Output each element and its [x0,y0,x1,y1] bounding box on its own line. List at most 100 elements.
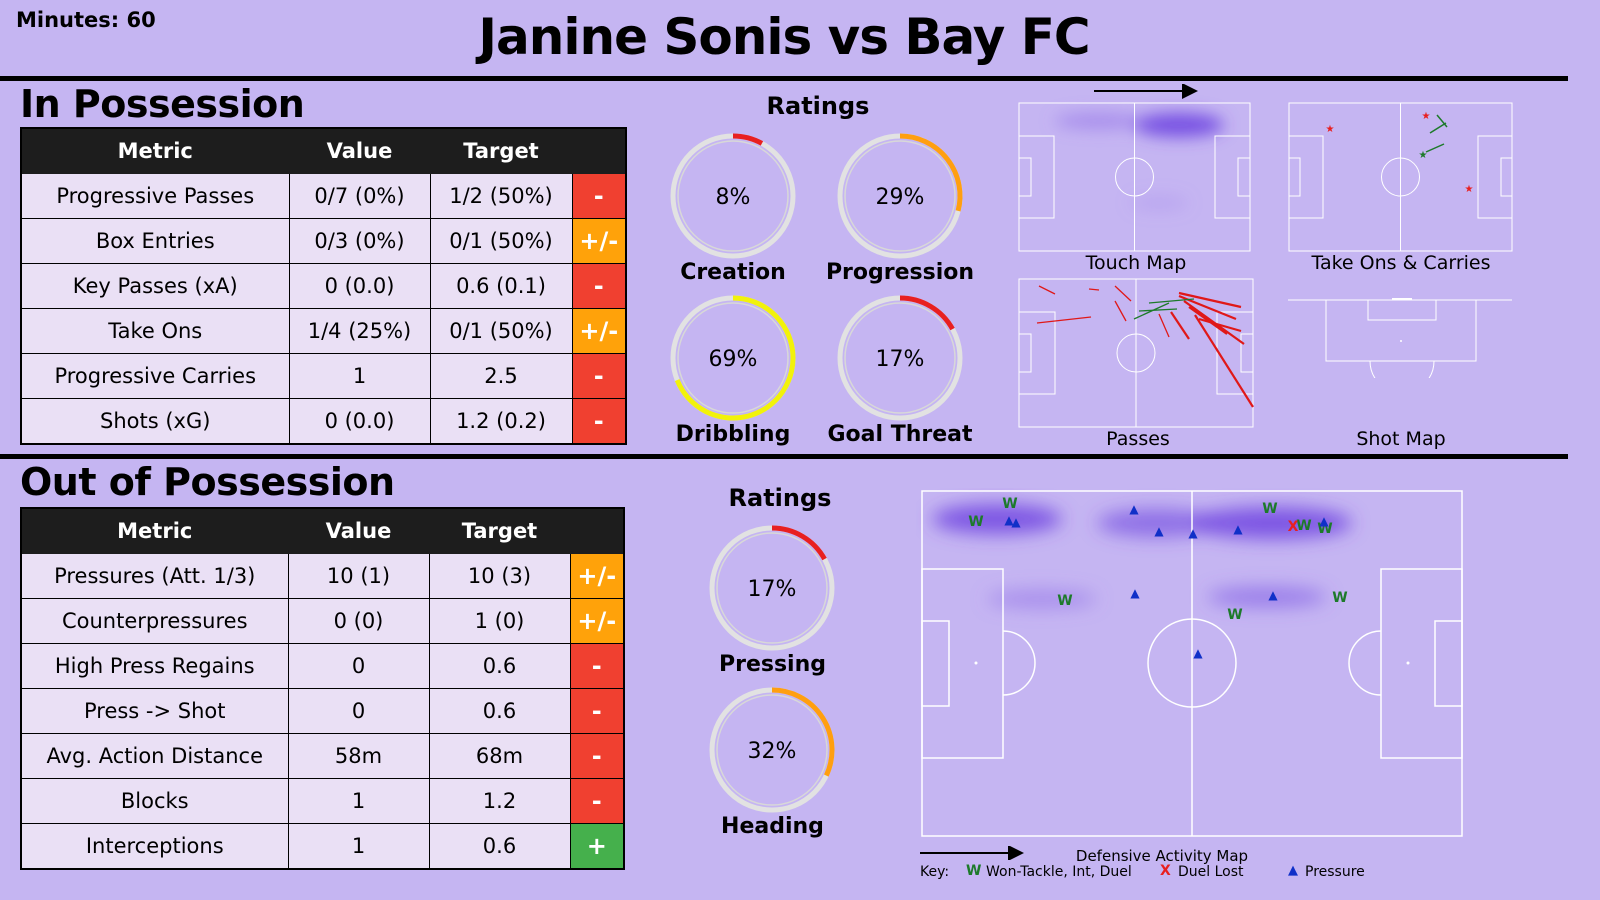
table-row: Key Passes (xA) 0 (0.0) 0.6 (0.1) - [20,263,627,309]
metric-cell: Pressures (Att. 1/3) [20,553,289,599]
rating-label-heading: Heading [721,814,824,839]
out-of-possession-title: Out of Possession [20,460,395,504]
rating-label-goal-threat: Goal Threat [827,422,973,447]
table-row: Pressures (Att. 1/3) 10 (1) 10 (3) +/- [20,553,625,599]
passes-caption: Passes [1106,428,1170,450]
gauge-inner-ring [844,302,956,414]
table-row: High Press Regains 0 0.6- [20,643,625,689]
gauge-inner-ring [677,302,789,414]
target-cell: 2.5 [429,353,573,399]
grade-cell: +/- [571,308,627,354]
rating-label-progression: Progression [825,260,975,285]
svg-text:▲: ▲ [1011,515,1021,529]
target-cell: 68m [428,733,571,779]
value-cell: 0 (0.0) [288,398,431,445]
svg-text:X: X [1288,519,1299,535]
svg-text:▲: ▲ [1233,522,1243,536]
header-divider [0,76,1568,81]
column-header-grade [569,507,625,554]
svg-text:▲: ▲ [1268,588,1278,602]
ratings-title-out-of-possession: Ratings [728,484,832,512]
metric-cell: High Press Regains [20,643,289,689]
grade-cell: +/- [571,218,627,264]
column-header-metric: Metric [20,507,289,554]
svg-text:▲: ▲ [1154,524,1164,538]
grade-cell: - [569,778,625,824]
grade-cell: + [569,823,625,870]
svg-text:W: W [1332,590,1347,606]
column-header-value: Value [288,127,431,174]
in-possession-ratings-gauges: 8% 29% 69% 17% [670,133,963,421]
grade-cell: +/- [569,553,625,599]
metric-cell: Blocks [20,778,289,824]
value-cell: 0 (0.0) [288,263,431,309]
value-cell: 1 [287,823,430,870]
out-of-possession-ratings-gauges: 17% 32% [709,525,835,813]
ratings-title-in-possession: Ratings [766,92,870,120]
grade-cell: - [569,733,625,779]
grade-cell: - [571,173,627,219]
gauge-value-progression: 29% [876,185,925,210]
target-cell: 0/1 (50%) [429,218,573,264]
shot-map [1288,298,1512,378]
touch-map-caption: Touch Map [1085,252,1187,274]
table-row: Interceptions 1 0.6 + [20,823,625,870]
svg-text:▲: ▲ [1319,514,1329,528]
legend-won: Won-Tackle, Int, Duel [986,864,1132,880]
svg-text:▲: ▲ [1129,502,1139,516]
grade-cell: - [571,398,627,445]
svg-text:W: W [1262,501,1277,517]
svg-text:W: W [1317,521,1332,537]
metric-cell: Interceptions [20,823,289,870]
metric-cell: Shots (xG) [20,398,290,445]
target-cell: 0.6 (0.1) [429,263,573,309]
won-symbol: W [966,863,982,879]
table-row: Press -> Shot 0 0.6- [20,688,625,734]
target-cell: 1.2 (0.2) [429,398,573,445]
in-possession-table: Metric Value Target Progressive Passes 0/… [20,127,627,445]
svg-text:W: W [1057,593,1072,609]
gauge-value-dribbling: 69% [709,347,758,372]
svg-text:★: ★ [1465,184,1474,195]
column-header-target: Target [429,127,573,174]
value-cell: 1 [287,778,430,824]
gauge-value-heading: 32% [748,739,797,764]
take-ons-carries-map: ★ ★ ★ ★ [1288,102,1513,252]
metric-cell: Box Entries [20,218,290,264]
gauge-arc-dribbling [674,295,796,421]
gauge-value-creation: 8% [716,185,751,210]
gauge-arc-pressing [771,525,827,561]
value-cell: 58m [287,733,430,779]
svg-text:▲: ▲ [1004,513,1014,527]
attack-direction-arrow-defensive [920,846,1024,860]
gauge-arc-heading [771,687,835,777]
column-header-metric: Metric [20,127,290,174]
target-cell: 0.6 [428,823,571,870]
table-row: Blocks 1 1.2- [20,778,625,824]
table-row: Progressive Passes 0/7 (0%) 1/2 (50%) - [20,173,627,219]
grade-cell: - [571,353,627,399]
table-row: Take Ons 1/4 (25%) 0/1 (50%) +/- [20,308,627,354]
svg-text:W: W [1296,518,1311,534]
metric-cell: Press -> Shot [20,688,289,734]
rating-label-pressing: Pressing [718,652,827,677]
metric-cell: Counterpressures [20,598,289,644]
rating-label-dribbling: Dribbling [675,422,791,447]
svg-text:★: ★ [1419,150,1428,161]
passes-map [1018,278,1254,428]
svg-text:W: W [1227,607,1242,623]
take-ons-carries-caption: Take Ons & Carries [1311,252,1491,274]
metric-cell: Progressive Carries [20,353,290,399]
value-cell: 0 [287,643,430,689]
gauge-value-pressing: 17% [748,577,797,602]
metric-cell: Avg. Action Distance [20,733,289,779]
svg-text:W: W [968,514,983,530]
svg-text:▲: ▲ [1130,586,1140,600]
metric-cell: Take Ons [20,308,290,354]
gauge-arc-creation [732,133,764,146]
legend-key-label: Key: [920,864,950,880]
table-row: Counterpressures 0 (0) 1 (0) +/- [20,598,625,644]
value-cell: 0/7 (0%) [288,173,431,219]
minutes-label: Minutes: 60 [16,8,156,32]
rating-label-creation: Creation [680,260,786,285]
